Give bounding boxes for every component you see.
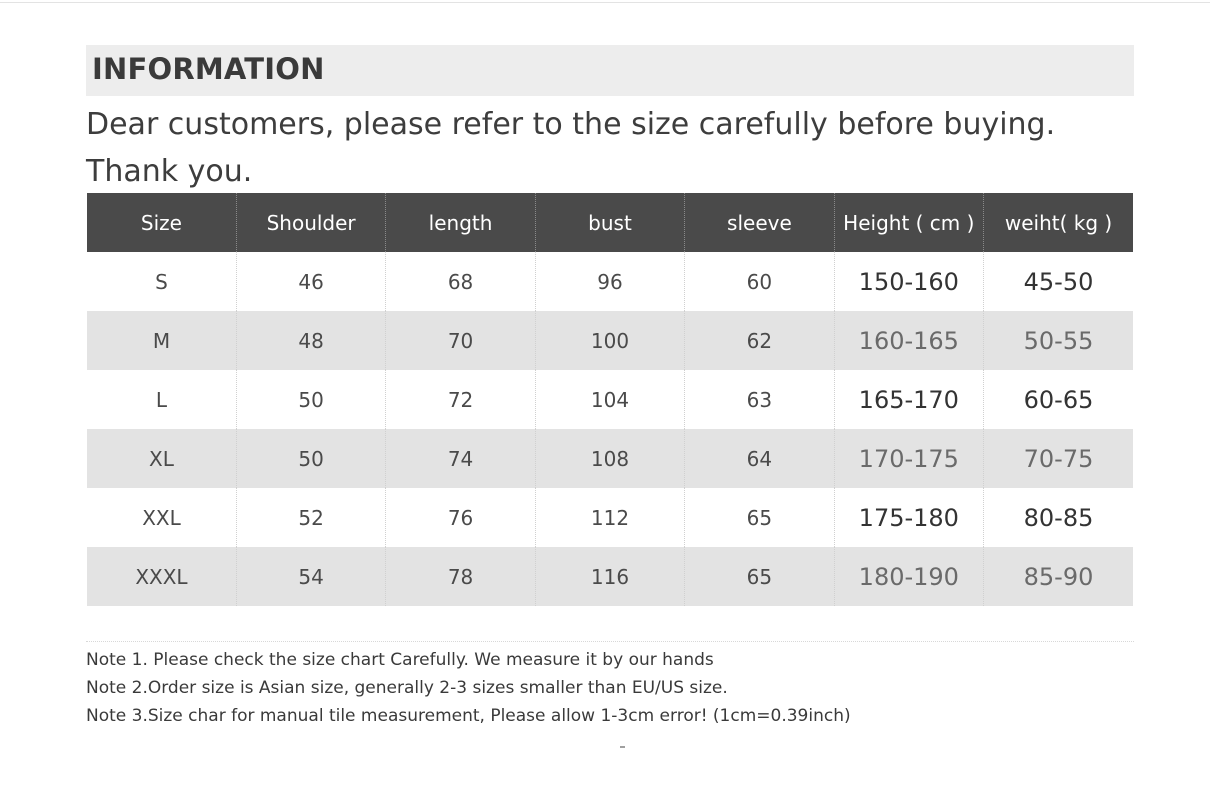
table-row: XXL 52 76 112 65 175-180 80-85 [87, 488, 1133, 547]
top-divider [0, 2, 1210, 3]
table-row: M 48 70 100 62 160-165 50-55 [87, 311, 1133, 370]
intro-line-1: Dear customers, please refer to the size… [86, 107, 1056, 142]
information-title: INFORMATION [92, 52, 325, 86]
cell-bust: 104 [534, 370, 685, 429]
cell-weight: 60-65 [983, 370, 1133, 429]
cell-shoulder: 46 [235, 252, 386, 311]
cell-size: L [87, 370, 237, 429]
cell-length: 74 [385, 429, 536, 488]
column-header-bust: bust [534, 193, 685, 252]
table-row: S 46 68 96 60 150-160 45-50 [87, 252, 1133, 311]
cell-height: 175-180 [833, 488, 984, 547]
note-2: Note 2.Order size is Asian size, general… [86, 678, 728, 698]
cell-height: 150-160 [833, 252, 984, 311]
table-row: XL 50 74 108 64 170-175 70-75 [87, 429, 1133, 488]
size-info-card: INFORMATION Dear customers, please refer… [86, 45, 1134, 728]
cell-height: 180-190 [833, 547, 984, 606]
size-table: Size Shoulder length bust sleeve Height … [87, 193, 1133, 606]
column-header-weight: weiht( kg ) [983, 193, 1133, 252]
note-3: Note 3.Size char for manual tile measure… [86, 706, 851, 726]
cell-weight: 80-85 [983, 488, 1133, 547]
cell-length: 70 [385, 311, 536, 370]
cell-size: XXL [87, 488, 237, 547]
table-row: L 50 72 104 63 165-170 60-65 [87, 370, 1133, 429]
cell-sleeve: 62 [684, 311, 835, 370]
cell-size: XXXL [87, 547, 237, 606]
column-header-size: Size [87, 193, 237, 252]
cell-size: S [87, 252, 237, 311]
cell-bust: 100 [534, 311, 685, 370]
cell-length: 78 [385, 547, 536, 606]
column-header-shoulder: Shoulder [235, 193, 386, 252]
cell-sleeve: 65 [684, 547, 835, 606]
cell-bust: 112 [534, 488, 685, 547]
cell-sleeve: 65 [684, 488, 835, 547]
cell-weight: 85-90 [983, 547, 1133, 606]
cell-bust: 108 [534, 429, 685, 488]
cell-sleeve: 64 [684, 429, 835, 488]
cell-size: XL [87, 429, 237, 488]
cell-shoulder: 50 [235, 370, 386, 429]
cell-shoulder: 48 [235, 311, 386, 370]
cell-sleeve: 60 [684, 252, 835, 311]
cell-height: 170-175 [833, 429, 984, 488]
cell-weight: 45-50 [983, 252, 1133, 311]
cell-sleeve: 63 [684, 370, 835, 429]
divider-mark [620, 746, 625, 748]
cell-bust: 116 [534, 547, 685, 606]
intro-line-2: Thank you. [86, 154, 253, 189]
cell-shoulder: 54 [235, 547, 386, 606]
cell-length: 76 [385, 488, 536, 547]
cell-length: 72 [385, 370, 536, 429]
table-header-row: Size Shoulder length bust sleeve Height … [87, 193, 1133, 252]
cell-shoulder: 52 [235, 488, 386, 547]
notes-section: Note 1. Please check the size chart Care… [86, 641, 1134, 730]
note-1: Note 1. Please check the size chart Care… [86, 650, 714, 670]
column-header-sleeve: sleeve [684, 193, 835, 252]
cell-weight: 70-75 [983, 429, 1133, 488]
information-bar: INFORMATION [86, 45, 1134, 96]
cell-shoulder: 50 [235, 429, 386, 488]
column-header-length: length [385, 193, 536, 252]
cell-height: 165-170 [833, 370, 984, 429]
cell-size: M [87, 311, 237, 370]
cell-height: 160-165 [833, 311, 984, 370]
cell-weight: 50-55 [983, 311, 1133, 370]
cell-bust: 96 [534, 252, 685, 311]
table-row: XXXL 54 78 116 65 180-190 85-90 [87, 547, 1133, 606]
intro-text: Dear customers, please refer to the size… [86, 101, 1134, 195]
column-header-height: Height ( cm ) [833, 193, 984, 252]
cell-length: 68 [385, 252, 536, 311]
